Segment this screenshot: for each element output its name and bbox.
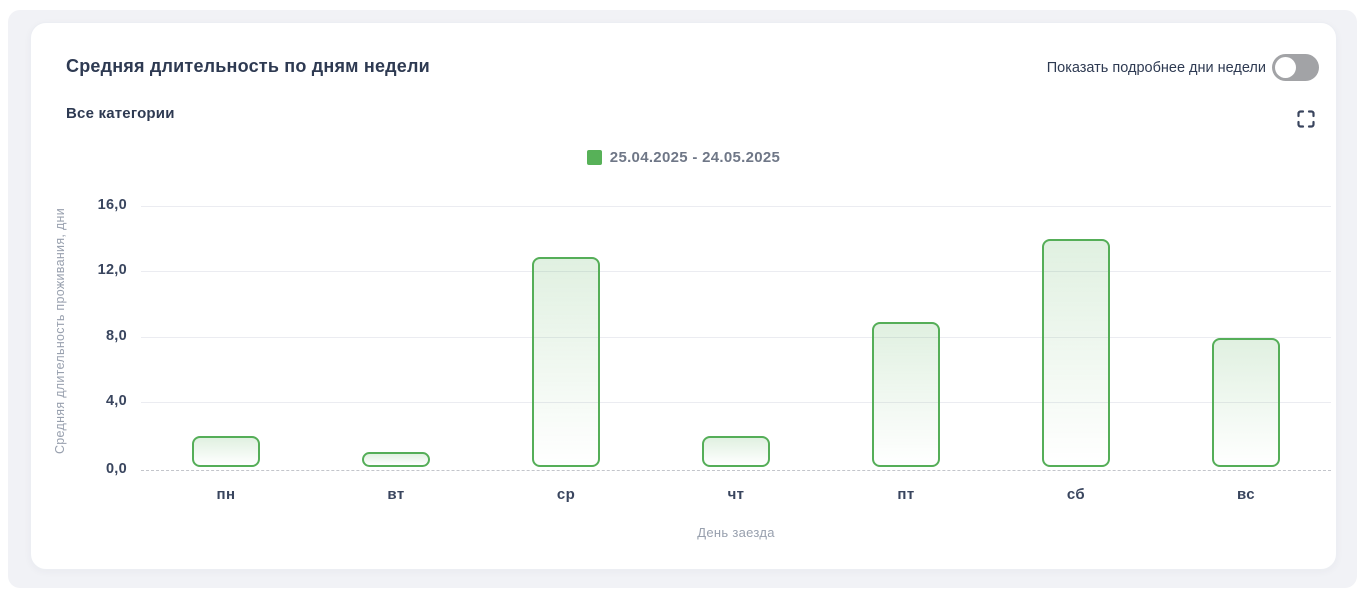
x-axis-title: День заезда — [697, 525, 775, 540]
detail-toggle-label: Показать подробнее дни недели — [1046, 59, 1266, 76]
gridline-y8 — [141, 336, 1331, 338]
zero-baseline — [141, 469, 1331, 471]
bar-вт[interactable] — [362, 452, 430, 467]
x-tick-label-вс: вс — [1237, 486, 1255, 503]
bar-ср[interactable] — [532, 256, 600, 467]
x-tick-label-вт: вт — [387, 486, 405, 503]
x-tick-label-сб: сб — [1066, 486, 1086, 503]
detail-toggle-switch[interactable] — [1272, 54, 1319, 81]
legend[interactable]: 25.04.2025 - 24.05.2025 — [31, 149, 1336, 166]
chart-card: Средняя длительность по дням недели Все … — [30, 22, 1337, 570]
page-panel: Средняя длительность по дням недели Все … — [8, 10, 1357, 588]
legend-series-label: 25.04.2025 - 24.05.2025 — [609, 149, 781, 166]
legend-color-marker — [586, 150, 602, 165]
detail-toggle-row[interactable]: Показать подробнее дни недели — [1047, 54, 1319, 81]
category-filter-label: Все категории — [66, 105, 175, 122]
fullscreen-expand-icon — [1297, 110, 1315, 128]
fullscreen-button[interactable] — [1296, 109, 1316, 129]
gridline-y4 — [141, 401, 1331, 403]
toggle-knob — [1275, 57, 1296, 78]
y-tick-label: 4,0 — [105, 392, 127, 409]
gridline-y12 — [141, 271, 1331, 273]
x-tick-label-пт: пт — [897, 486, 915, 503]
bar-сб[interactable] — [1042, 238, 1110, 467]
y-tick-label: 8,0 — [105, 327, 127, 344]
bar-вс[interactable] — [1212, 338, 1280, 467]
y-tick-label: 16,0 — [97, 197, 127, 213]
x-tick-label-пн: пн — [216, 486, 236, 503]
card-title: Средняя длительность по дням недели — [66, 56, 430, 76]
bar-чт[interactable] — [702, 436, 770, 467]
x-tick-label-ср: ср — [556, 486, 576, 503]
bar-пн[interactable] — [192, 436, 260, 467]
x-tick-label-чт: чт — [727, 486, 745, 503]
y-tick-label: 12,0 — [97, 262, 127, 279]
bar-chart-plot-area: Средняя длительность проживания, дни Ден… — [31, 23, 1336, 569]
gridline-y16 — [141, 206, 1331, 207]
y-tick-label: 0,0 — [105, 460, 127, 477]
bar-пт[interactable] — [872, 321, 940, 467]
